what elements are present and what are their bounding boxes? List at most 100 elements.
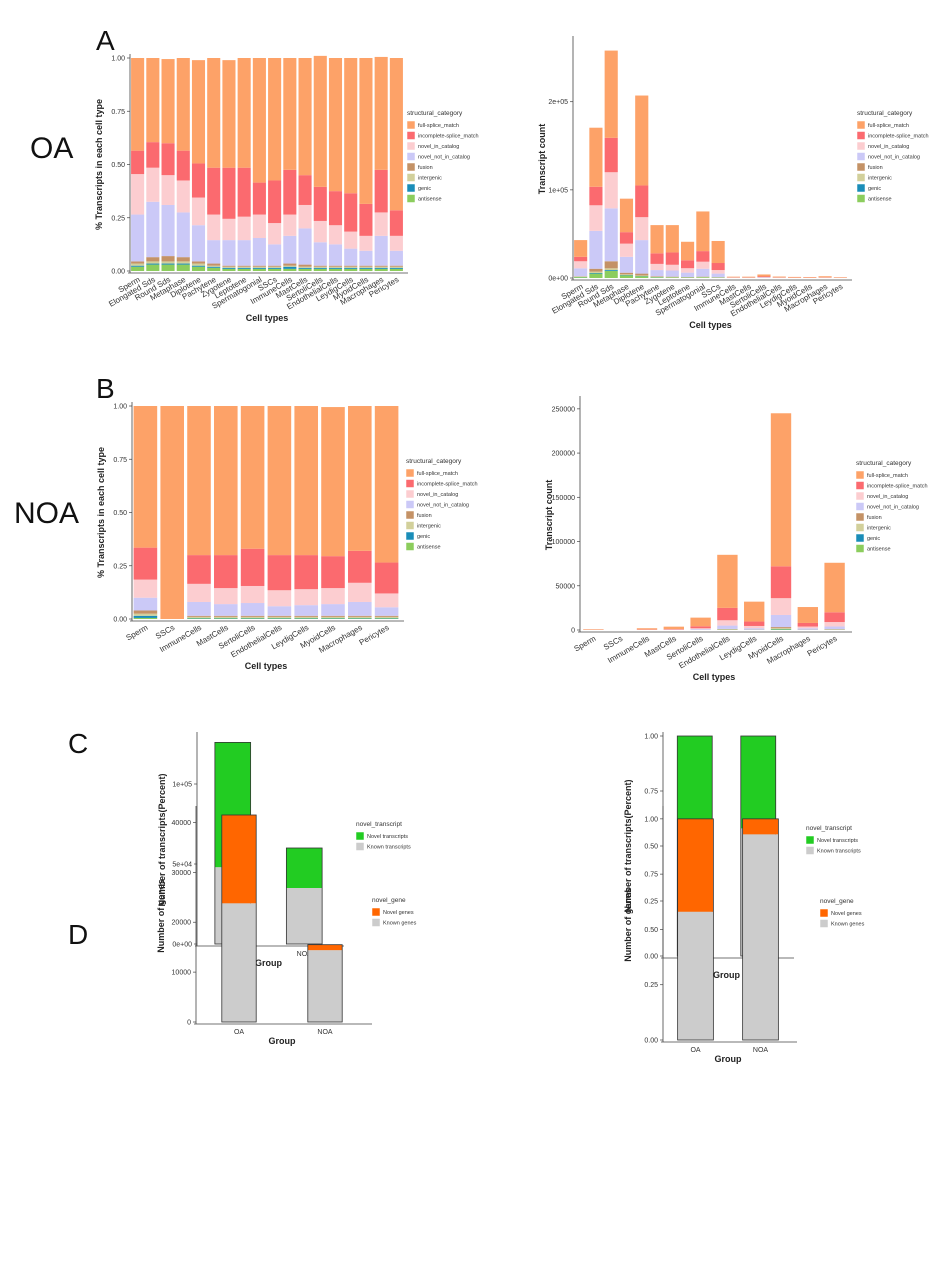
bar-segment-full-splice-match bbox=[207, 58, 221, 168]
bar-stack bbox=[328, 58, 343, 271]
bar-segment-novel-not-in-catalog bbox=[824, 626, 845, 630]
y-axis-title: Number of transcripts(Percent) bbox=[157, 773, 167, 906]
legend-swatch bbox=[406, 131, 416, 140]
bar-stack bbox=[191, 60, 206, 271]
legend-item-label: antisense bbox=[417, 545, 441, 551]
bar-segment-incomplete-splice-match bbox=[681, 260, 695, 269]
bar-segment-incomplete-splice-match bbox=[240, 548, 265, 586]
bar-segment-intergenic bbox=[313, 266, 327, 268]
bar-segment-incomplete-splice-match bbox=[131, 150, 145, 175]
bar-segment-antisense bbox=[191, 266, 206, 271]
bar-segment-novel-in-catalog bbox=[824, 622, 845, 627]
bar-segment-novel-not-in-catalog bbox=[574, 268, 588, 277]
bar-segment-fusion bbox=[389, 265, 403, 267]
legend-item-label: intergenic bbox=[868, 176, 892, 182]
bar-segment-intergenic bbox=[161, 261, 175, 264]
legend-item-label: fusion bbox=[418, 165, 433, 171]
bar-segment-incomplete-splice-match bbox=[374, 562, 399, 594]
bar-segment-full-splice-match bbox=[187, 406, 211, 556]
legend-title: novel_transcript bbox=[806, 825, 852, 832]
bar-segment-incomplete-splice-match bbox=[187, 555, 211, 584]
bar-outline bbox=[307, 944, 343, 1023]
legend-swatch bbox=[406, 120, 416, 130]
bar-segment-novel-in-catalog bbox=[374, 212, 388, 236]
x-axis-title: Group bbox=[715, 1054, 742, 1064]
side-label-oa: OA bbox=[30, 132, 73, 165]
bar-segment-incomplete-splice-match bbox=[690, 626, 711, 629]
legend-item-label: novel_not_in_catalog bbox=[868, 155, 920, 161]
bar-segment-full-splice-match bbox=[252, 58, 266, 183]
bar-segment-full-splice-match bbox=[131, 58, 145, 151]
bar-segment-novel-not-in-catalog bbox=[348, 601, 372, 616]
bar-segment-antisense bbox=[131, 266, 145, 271]
bar-segment-intergenic bbox=[222, 266, 236, 268]
bar-segment-novel-not-in-catalog bbox=[589, 230, 603, 269]
bar-segment-full-splice-match bbox=[681, 241, 695, 261]
x-tick-label: NOA bbox=[317, 1029, 333, 1036]
y-tick-label: 1e+05 bbox=[172, 782, 192, 789]
bar-segment-antisense bbox=[389, 268, 403, 271]
bar-outline bbox=[221, 814, 257, 1023]
legend-item-label: Known transcripts bbox=[367, 845, 411, 851]
bar-segment-full-splice-match bbox=[214, 406, 238, 556]
bar-segment-novel-genes bbox=[677, 818, 714, 912]
bar-segment-full-splice-match bbox=[222, 60, 236, 168]
bar-segment-novel-in-catalog bbox=[313, 220, 327, 243]
bar-segment-novel-not-in-catalog bbox=[267, 606, 292, 616]
bar-segment-novel-in-catalog bbox=[770, 598, 792, 615]
bar-segment-genic bbox=[359, 267, 373, 269]
bar-segment-novel-in-catalog bbox=[344, 231, 358, 249]
legend-title: novel_gene bbox=[372, 897, 406, 904]
bar-segment-full-splice-match bbox=[359, 58, 373, 204]
bar-segment-incomplete-splice-match bbox=[176, 150, 190, 181]
bar-segment-intergenic bbox=[191, 263, 206, 266]
bar-stack bbox=[833, 277, 847, 278]
bar-segment-antisense bbox=[344, 268, 358, 271]
bar-stack bbox=[663, 626, 684, 630]
bar-segment-full-splice-match bbox=[344, 58, 358, 194]
bar-stack bbox=[222, 60, 236, 271]
bar-stack bbox=[696, 211, 710, 278]
bar-stack bbox=[824, 562, 845, 630]
bar-segment-novel-not-in-catalog bbox=[268, 244, 282, 266]
y-tick-label: 1.00 bbox=[111, 56, 125, 63]
bar-segment-novel-in-catalog bbox=[696, 261, 710, 269]
bar-segment-novel-in-catalog bbox=[133, 579, 158, 598]
bar-segment-novel-in-catalog bbox=[604, 172, 618, 209]
bar-segment-novel-genes bbox=[742, 818, 779, 835]
y-tick-label: 0.75 bbox=[113, 457, 127, 464]
legend-item-label: fusion bbox=[867, 515, 882, 521]
bar-segment-full-splice-match bbox=[321, 407, 345, 557]
bar-segment-novel-genes bbox=[221, 814, 257, 904]
bar-segment-novel-not-in-catalog bbox=[283, 235, 297, 264]
bar-segment-antisense bbox=[237, 268, 251, 271]
bar-segment-full-splice-match bbox=[772, 276, 786, 278]
bar-stack bbox=[757, 274, 771, 278]
bar-stack bbox=[711, 240, 725, 278]
bar-stack bbox=[589, 127, 603, 278]
bar-segment-fusion bbox=[348, 615, 372, 617]
bar-segment-full-splice-match bbox=[650, 225, 664, 254]
y-tick-label: 10000 bbox=[172, 970, 192, 977]
bar-segment-intergenic bbox=[298, 266, 312, 268]
bar-segment-incomplete-splice-match bbox=[619, 232, 634, 244]
bar-segment-fusion bbox=[294, 615, 318, 617]
bar-stack bbox=[690, 617, 711, 630]
bar-segment-intergenic bbox=[374, 266, 388, 268]
bar-segment-antisense bbox=[294, 618, 318, 619]
bar-segment-incomplete-splice-match bbox=[214, 555, 238, 589]
bar-segment-full-splice-match bbox=[589, 127, 603, 187]
legend-item-label: fusion bbox=[417, 513, 432, 519]
y-tick-label: 100000 bbox=[552, 539, 575, 546]
x-tick-label: Pericytes bbox=[358, 623, 391, 647]
bar-segment-full-splice-match bbox=[374, 56, 388, 170]
bar-segment-fusion bbox=[222, 265, 236, 267]
legend-swatch bbox=[855, 533, 865, 543]
bar-segment-novel-in-catalog bbox=[635, 217, 649, 241]
bar-segment-novel-not-in-catalog bbox=[344, 248, 358, 266]
bar-segment-novel-in-catalog bbox=[131, 174, 145, 215]
bar-stack bbox=[374, 406, 399, 619]
bar-stack bbox=[636, 628, 658, 630]
